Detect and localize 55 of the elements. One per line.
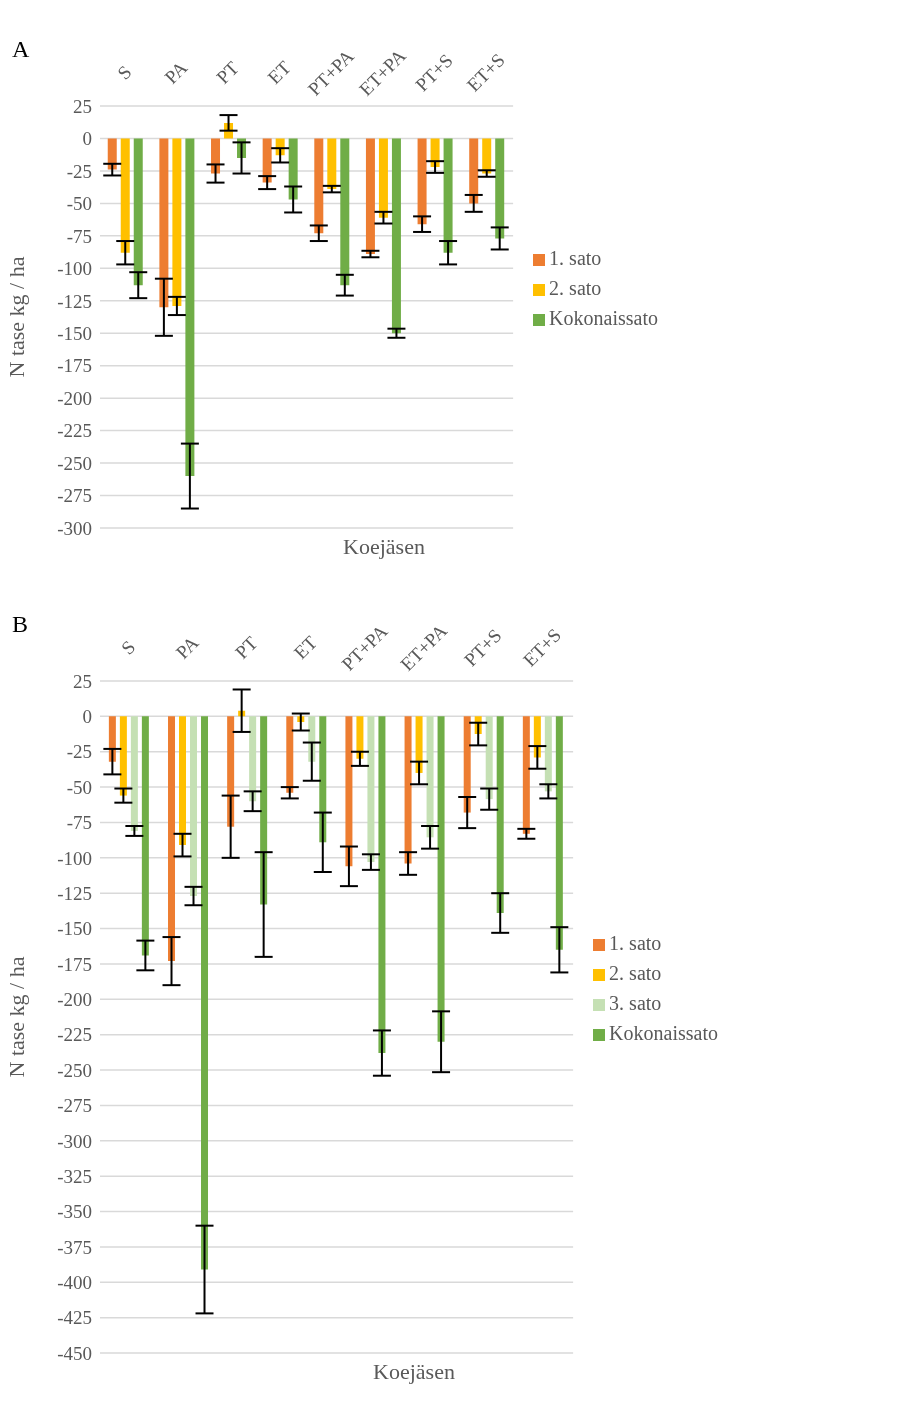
x-tick-label: S xyxy=(113,61,136,84)
y-tick-label: -75 xyxy=(66,225,92,247)
y-tick-label: -425 xyxy=(57,1307,92,1329)
legend-label: Kokonaissato xyxy=(549,307,658,329)
y-tick-label: -250 xyxy=(57,452,92,474)
y-tick-label: -100 xyxy=(57,847,92,869)
x-tick-label: PT xyxy=(212,56,244,88)
legend-label: 2. sato xyxy=(549,277,602,299)
x-tick-label: ET xyxy=(263,56,296,89)
y-tick-label: -150 xyxy=(57,918,92,940)
x-tick-label: PA xyxy=(171,631,203,663)
x-tick-label: ET xyxy=(289,631,322,664)
y-tick-label: -175 xyxy=(57,355,92,377)
x-tick-label: PT xyxy=(231,631,262,663)
legend-label: 1. sato xyxy=(549,247,602,269)
chart-title: A xyxy=(12,36,30,63)
x-tick-label: PA xyxy=(160,56,192,88)
legend-label: Kokonaissato xyxy=(609,1022,718,1044)
x-tick-label: S xyxy=(116,636,140,659)
y-tick-label: -25 xyxy=(66,160,92,182)
y-tick-label: -350 xyxy=(57,1201,92,1223)
y-tick-label: -125 xyxy=(57,290,92,312)
legend-label: 3. sato xyxy=(609,992,662,1014)
y-tick-label: -50 xyxy=(66,193,92,215)
y-tick-label: 0 xyxy=(82,706,92,728)
y-tick-label: -225 xyxy=(57,1024,92,1046)
y-tick-label: -300 xyxy=(57,1130,92,1152)
y-tick-label: -25 xyxy=(66,741,92,763)
y-tick-label: -200 xyxy=(57,989,92,1011)
chart-title: B xyxy=(12,611,29,638)
y-tick-label: -150 xyxy=(57,322,92,344)
y-tick-label: 25 xyxy=(73,670,92,692)
y-tick-label: -250 xyxy=(57,1059,92,1081)
x-axis-title: Koejäsen xyxy=(372,1359,456,1385)
y-tick-label: -400 xyxy=(57,1272,92,1294)
legend-label: 1. sato xyxy=(609,932,662,954)
y-tick-label: -275 xyxy=(57,485,92,507)
y-tick-label: -200 xyxy=(57,387,92,409)
y-tick-label: -450 xyxy=(57,1342,92,1364)
y-tick-label: -275 xyxy=(57,1095,92,1117)
x-axis-title: Koejäsen xyxy=(342,534,426,560)
y-tick-label: 25 xyxy=(73,95,92,117)
y-tick-label: 0 xyxy=(82,128,92,150)
y-tick-label: -325 xyxy=(57,1165,92,1187)
y-tick-label: -225 xyxy=(57,420,92,442)
y-axis-title: N tase kg / ha xyxy=(3,956,29,1078)
y-tick-label: -175 xyxy=(57,953,92,975)
y-tick-label: -75 xyxy=(66,812,92,834)
y-tick-label: -300 xyxy=(57,517,92,539)
legend-label: 2. sato xyxy=(609,962,662,984)
y-tick-label: -50 xyxy=(66,776,92,798)
y-tick-label: -125 xyxy=(57,882,92,904)
y-axis-title: N tase kg / ha xyxy=(3,256,29,378)
y-tick-label: -100 xyxy=(57,258,92,280)
y-tick-label: -375 xyxy=(57,1236,92,1258)
